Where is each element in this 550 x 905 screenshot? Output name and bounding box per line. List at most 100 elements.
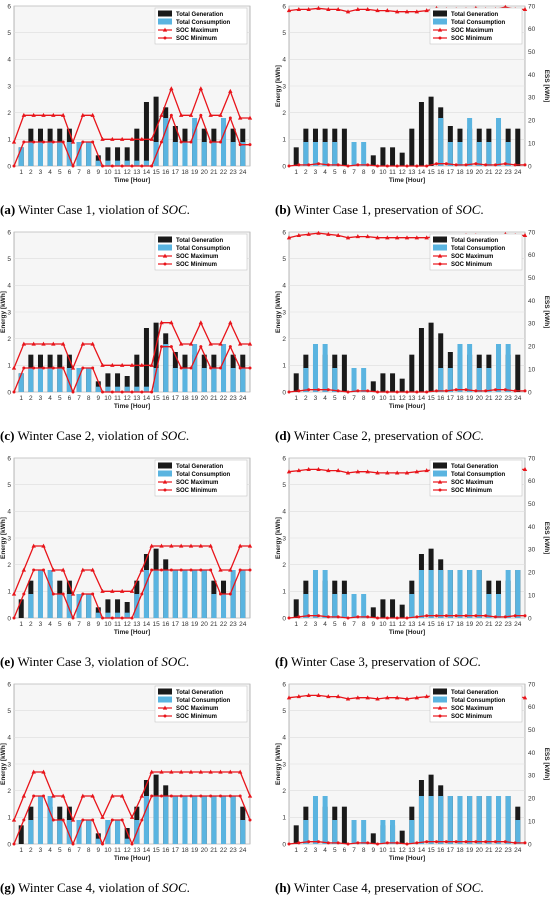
soc-max-marker: [11, 817, 17, 822]
soc-min-marker: [395, 390, 399, 394]
generation-bar: [341, 128, 347, 166]
soc-min-marker: [160, 794, 163, 798]
x-tick-label: 10: [379, 395, 387, 402]
soc-max-marker: [394, 695, 400, 700]
soc-max-marker: [326, 7, 331, 12]
soc-min-marker: [435, 162, 438, 166]
x-tick-label: 21: [210, 169, 218, 176]
legend-swatch: [158, 10, 172, 17]
soc-min-marker: [110, 164, 114, 168]
y-tick-label: 6: [282, 455, 286, 462]
soc-min-marker: [199, 568, 203, 572]
soc-min-marker: [464, 163, 468, 167]
soc-max-marker: [326, 231, 331, 236]
legend-label: Total Consumption: [451, 20, 506, 26]
y-tick-label: 5: [7, 256, 11, 263]
soc-max-marker: [41, 112, 46, 117]
x-tick-label: 15: [427, 169, 435, 176]
soc-min-marker: [336, 389, 340, 393]
generation-bar: [380, 599, 386, 618]
soc-max-marker: [404, 696, 410, 701]
soc-min-marker: [12, 390, 16, 394]
x-tick-label: 11: [114, 169, 121, 176]
soc-max-marker: [316, 5, 321, 10]
y2-axis-label: ESS [kWh]: [543, 522, 550, 555]
panel-caption: (c) Winter Case 2, violation of SOC.: [0, 428, 275, 444]
soc-min-marker: [425, 840, 429, 844]
soc-max-marker: [414, 469, 420, 474]
generation-bar: [390, 373, 396, 392]
soc-min-marker: [474, 162, 478, 166]
x-tick-label: 15: [152, 169, 160, 176]
consumption-bar: [124, 612, 130, 618]
y-tick-label: 3: [282, 761, 286, 768]
x-tick-label: 24: [514, 847, 522, 854]
soc-max-marker: [31, 769, 36, 774]
y-axis-label: Energy [kWh]: [0, 743, 7, 785]
x-tick-label: 19: [191, 621, 199, 628]
legend-swatch: [433, 236, 447, 243]
soc-min-marker: [376, 164, 379, 168]
soc-min-marker: [366, 615, 370, 619]
soc-max-marker: [237, 115, 243, 120]
consumption-bar: [134, 160, 140, 166]
y-tick-label: 2: [7, 788, 11, 795]
consumption-bar: [505, 142, 511, 166]
x-tick-label: 9: [371, 847, 375, 854]
consumption-bar: [361, 594, 367, 618]
x-tick-label: 8: [362, 847, 366, 854]
consumption-bar: [332, 142, 338, 166]
x-tick-label: 7: [352, 395, 356, 402]
x-tick-label: 8: [87, 621, 91, 628]
legend-marker: [437, 27, 443, 32]
soc-max-marker: [306, 231, 311, 236]
caption-soc: SOC: [455, 880, 481, 895]
x-tick-label: 3: [314, 395, 318, 402]
soc-max-marker: [335, 233, 341, 238]
soc-min-marker: [415, 390, 419, 394]
x-tick-label: 12: [399, 847, 407, 854]
soc-min-marker: [22, 818, 26, 822]
consumption-bar: [496, 796, 502, 844]
soc-min-marker: [484, 163, 488, 167]
x-tick-label: 14: [418, 847, 426, 854]
soc-min-marker: [42, 568, 45, 572]
soc-min-marker: [169, 345, 173, 349]
x-tick-label: 21: [210, 395, 218, 402]
y-tick-label: 6: [7, 229, 11, 236]
y2-tick-label: 30: [528, 95, 536, 102]
generation-bar: [390, 147, 396, 166]
caption-soc: SOC: [455, 428, 481, 443]
x-tick-label: 12: [124, 169, 132, 176]
soc-max-marker: [110, 793, 115, 798]
legend-label: SOC Minimum: [176, 488, 217, 494]
soc-max-marker: [21, 112, 27, 117]
soc-min-marker: [140, 390, 144, 394]
legend-label: Total Generation: [176, 12, 224, 18]
soc-min-marker: [346, 616, 350, 620]
x-tick-label: 3: [314, 847, 318, 854]
soc-max-marker: [208, 341, 213, 346]
x-tick-label: 19: [466, 621, 474, 628]
soc-max-marker: [365, 695, 370, 700]
consumption-bar: [115, 612, 121, 618]
y-tick-label: 0: [7, 389, 11, 396]
legend-swatch: [158, 236, 172, 243]
x-tick-label: 11: [114, 621, 121, 628]
x-tick-label: 15: [152, 621, 160, 628]
soc-max-marker: [188, 112, 194, 117]
y2-axis-label: ESS [kWh]: [543, 296, 550, 329]
soc-max-marker: [129, 362, 135, 367]
soc-max-marker: [522, 695, 528, 700]
generation-bar: [124, 147, 130, 166]
soc-min-marker: [513, 389, 517, 393]
legend-swatch: [433, 688, 447, 695]
legend-label: Total Consumption: [451, 246, 506, 252]
soc-min-marker: [385, 164, 389, 168]
soc-max-marker: [169, 543, 174, 548]
y-tick-label: 3: [282, 309, 286, 316]
caption-text: Winter Case 3, violation of: [14, 654, 162, 669]
y-tick-label: 0: [282, 841, 286, 848]
consumption-bar: [515, 820, 521, 844]
consumption-bar: [486, 142, 492, 166]
